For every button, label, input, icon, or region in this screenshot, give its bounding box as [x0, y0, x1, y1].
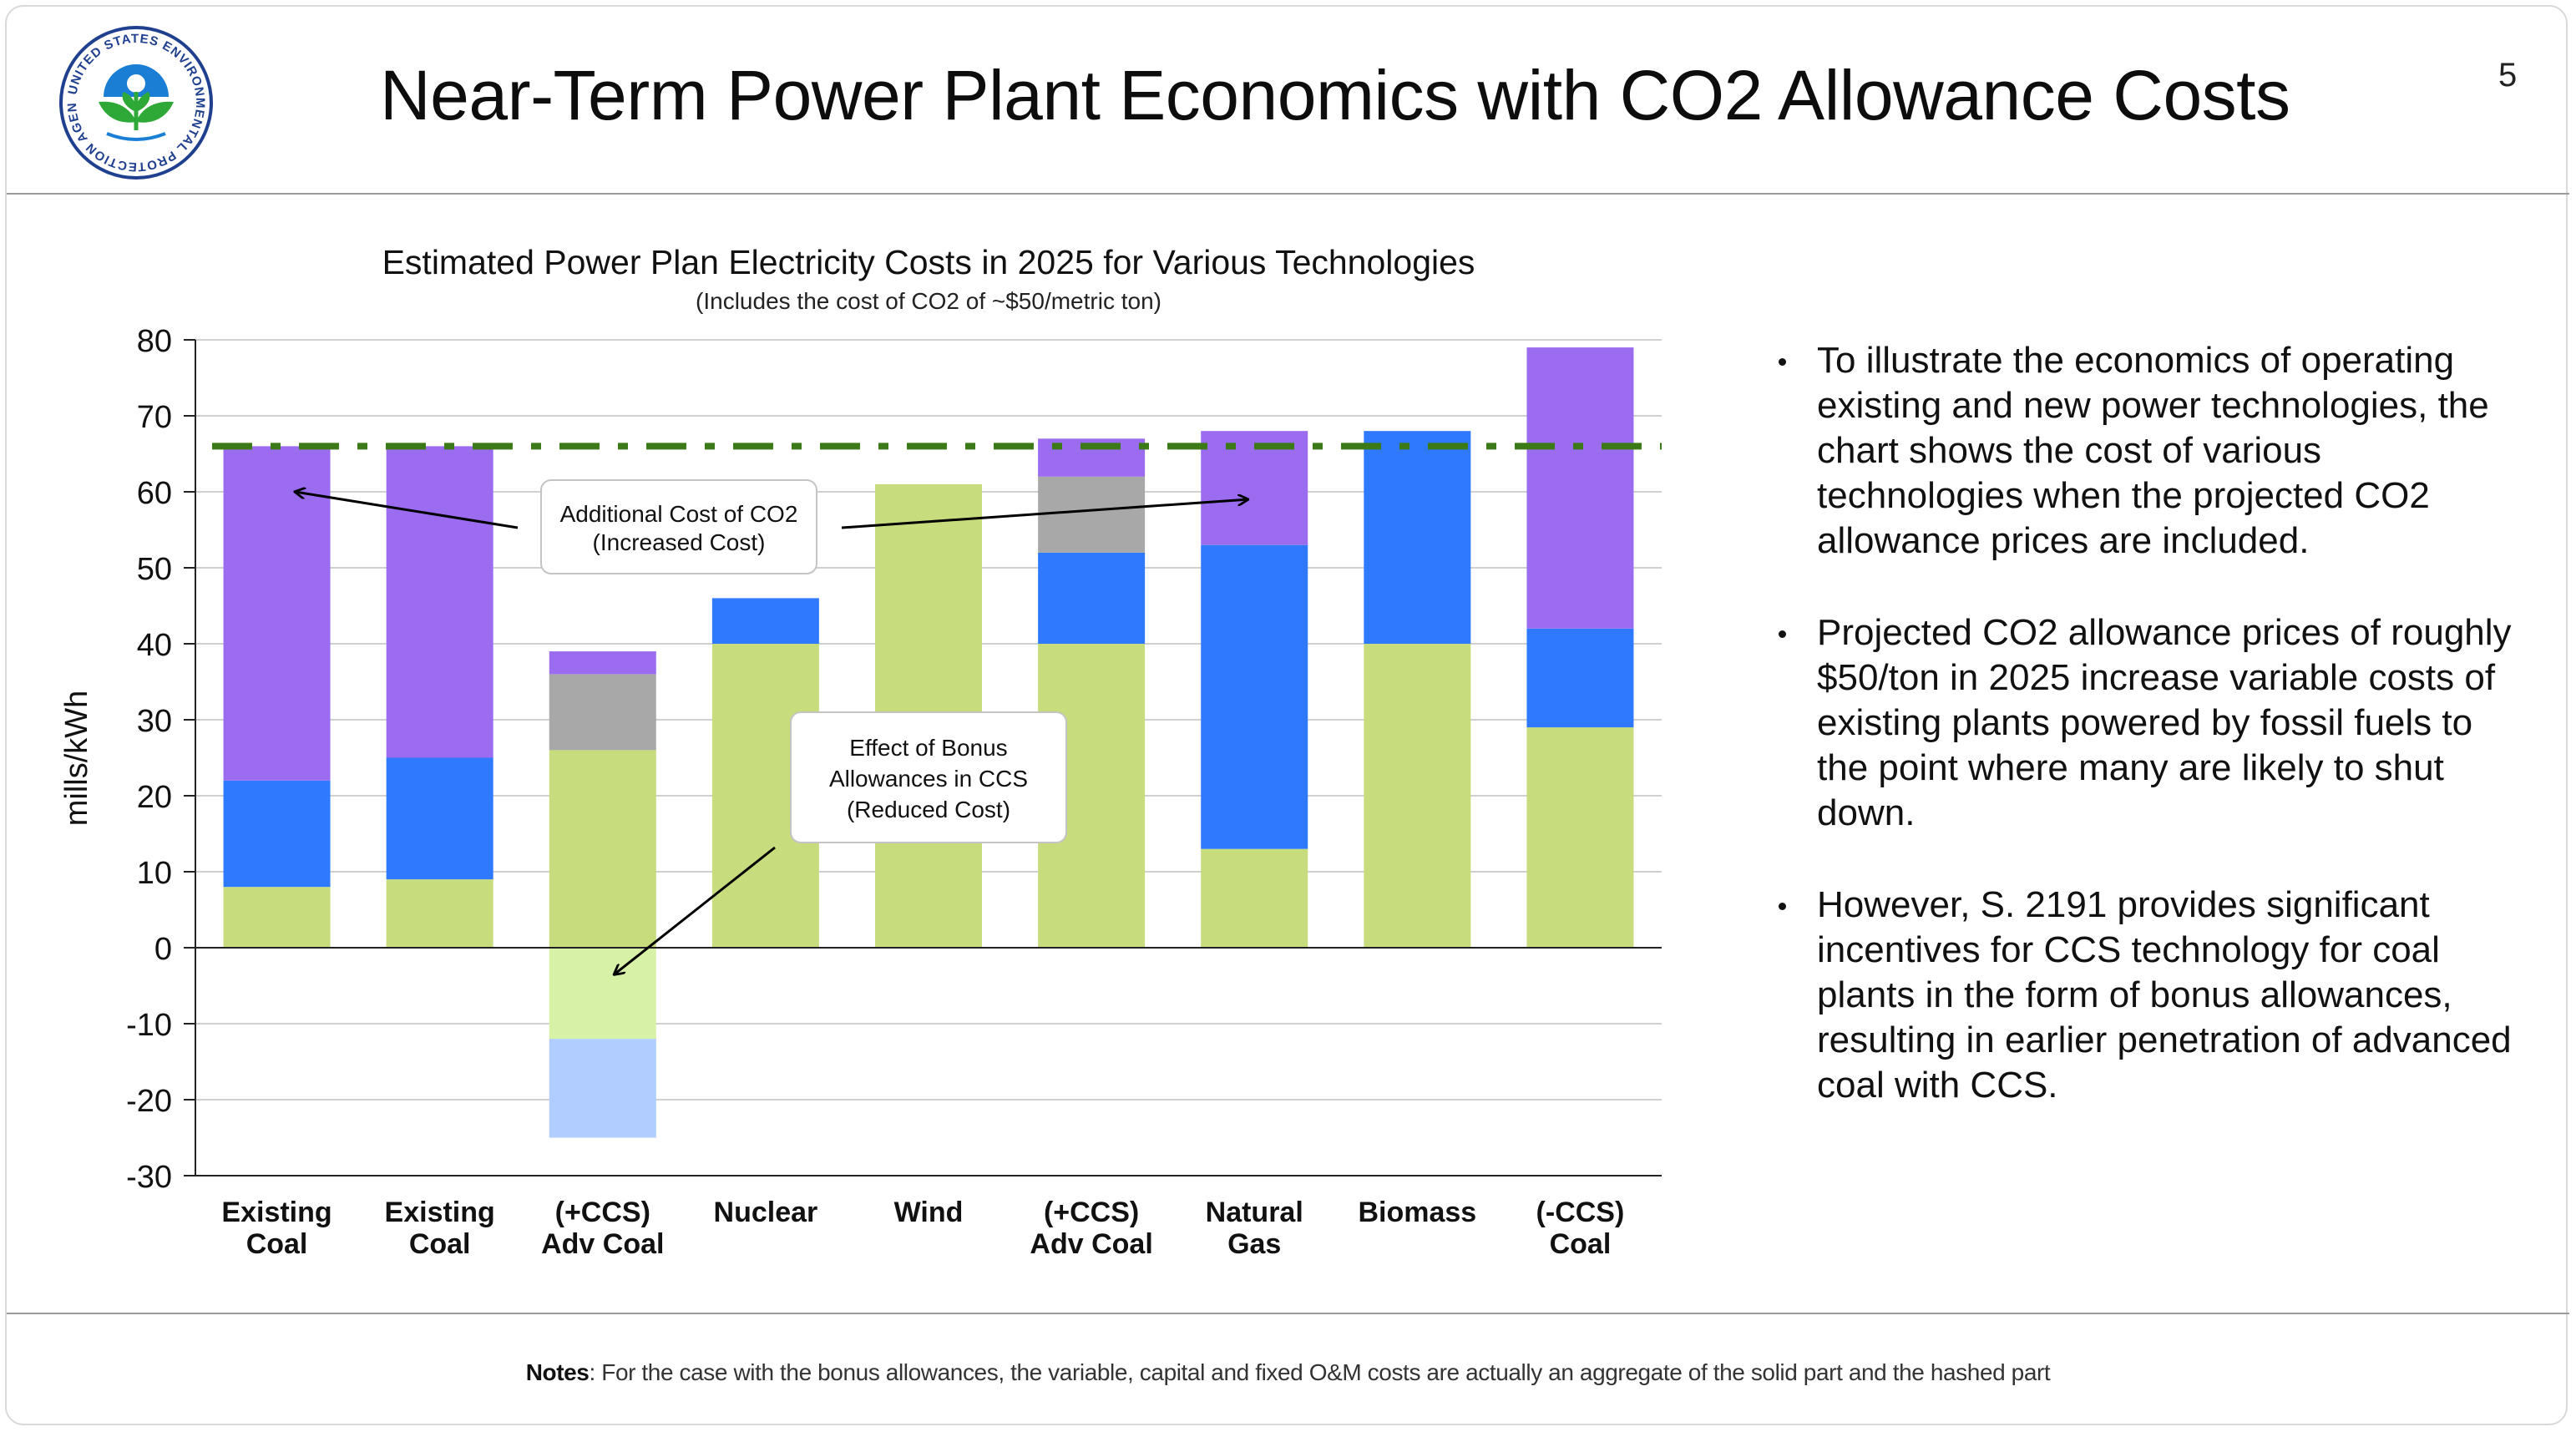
callout-text: Effect of Bonus — [849, 735, 1007, 761]
callout-box — [540, 479, 817, 574]
bar-segment — [1364, 431, 1471, 644]
bar-segment — [1201, 848, 1308, 948]
callout-arrow — [615, 846, 776, 974]
x-tick-label: Nuclear — [714, 1197, 818, 1228]
y-tick-label: 60 — [137, 476, 172, 511]
notes: Notes: For the case with the bonus allow… — [0, 1359, 2576, 1386]
y-tick-label: 50 — [137, 552, 172, 587]
bar-segment — [1526, 727, 1634, 948]
callout-text: Allowances in CCS — [829, 766, 1028, 792]
y-tick-label: -20 — [126, 1084, 172, 1119]
epa-logo: UNITED STATES ENVIRONMENTAL PROTECTION A… — [57, 23, 213, 180]
y-tick-label: -30 — [126, 1160, 172, 1195]
notes-text: : For the case with the bonus allowances… — [589, 1359, 2051, 1385]
bar-segment — [1526, 347, 1634, 629]
chart-title: Estimated Power Plan Electricity Costs i… — [382, 243, 1475, 281]
bar-segment — [1526, 628, 1634, 728]
page-number: 5 — [2498, 57, 2518, 94]
bar-segment — [1364, 644, 1471, 948]
bar-segment — [386, 757, 493, 880]
bar-segment — [386, 446, 493, 758]
slide-frame — [5, 5, 2568, 1425]
bullet-item: Projected CO2 allowance prices of roughl… — [1777, 610, 2512, 836]
bar-segment-negative — [549, 948, 656, 1040]
bar-segment — [1038, 476, 1146, 553]
x-tick-label: Natural Gas — [1206, 1197, 1303, 1260]
bullet-item: However, S. 2191 provides significant in… — [1777, 883, 2512, 1108]
y-tick-label: 10 — [137, 856, 172, 891]
y-tick-label: 30 — [137, 704, 172, 739]
x-tick-label: (+CCS) Adv Coal — [541, 1197, 664, 1260]
bar-segment — [1038, 552, 1146, 644]
callout-text: (Reduced Cost) — [847, 797, 1010, 822]
chart-subtitle: (Includes the cost of CO2 of ~$50/metric… — [696, 288, 1161, 314]
bar-segment-negative — [549, 1039, 656, 1138]
bar-segment — [549, 750, 656, 948]
bar-segment — [223, 446, 331, 781]
footer-divider — [7, 1313, 2569, 1314]
bar-segment — [549, 674, 656, 751]
bar-segment — [1201, 544, 1308, 849]
y-axis-label: mills/kWh — [59, 691, 94, 827]
x-tick-label: Biomass — [1358, 1197, 1476, 1228]
x-tick-label: Existing Coal — [385, 1197, 495, 1260]
notes-label: Notes — [525, 1359, 590, 1385]
slide-title: Near-Term Power Plant Economics with CO2… — [380, 56, 2290, 134]
y-tick-label: 20 — [137, 780, 172, 815]
bullet-item: To illustrate the economics of operating… — [1777, 338, 2512, 564]
y-tick-label: 70 — [137, 400, 172, 435]
x-tick-label: Wind — [894, 1197, 964, 1228]
axes: 80 70 60 50 40 30 20 10 0 -10 -20 -30 Existing Coal Ex… — [126, 324, 1662, 1260]
x-tick-label: (-CCS) Coal — [1536, 1197, 1625, 1260]
bar-segment — [549, 651, 656, 675]
y-tick-label: 40 — [137, 628, 172, 663]
bar-segment — [711, 598, 819, 644]
bullet-list: To illustrate the economics of operating… — [1777, 338, 2512, 1155]
bar-segment — [223, 780, 331, 888]
bar-segment — [223, 887, 331, 948]
callout-text: (Increased Cost) — [593, 529, 766, 555]
callout-arrow — [841, 499, 1248, 529]
x-tick-label: Existing Coal — [221, 1197, 331, 1260]
bar-segment — [386, 879, 493, 948]
callout-box — [790, 711, 1067, 843]
bar-chart: Estimated Power Plan Electricity Costs i… — [59, 243, 1662, 1260]
annotations: Additional Cost of CO2(Increased Cost) Ef… — [296, 479, 1248, 974]
bar-segment — [1201, 431, 1308, 545]
callout-arrow — [296, 492, 519, 529]
x-tick-label: (+CCS) Adv Coal — [1030, 1197, 1152, 1260]
y-tick-label: 80 — [137, 324, 172, 359]
header-divider — [7, 193, 2569, 195]
callout-text: Additional Cost of CO2 — [560, 501, 798, 527]
y-tick-label: -10 — [126, 1008, 172, 1043]
y-tick-label: 0 — [154, 932, 172, 967]
bars — [223, 347, 1634, 1138]
